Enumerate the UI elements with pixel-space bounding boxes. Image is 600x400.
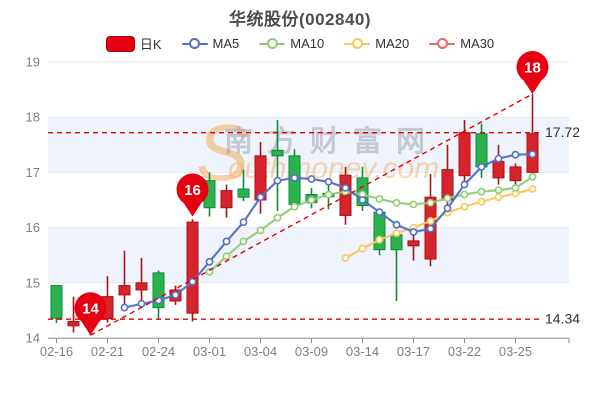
y-axis-label: 18 — [26, 110, 40, 125]
y-axis-label: 14 — [26, 331, 40, 346]
ref-label-17.72: 17.72 — [545, 124, 580, 140]
candle-03-07 — [271, 119, 284, 212]
watermark-cn: 南方财富网 — [224, 124, 439, 158]
legend-label: 日K — [139, 37, 162, 52]
ref-label-14.34: 14.34 — [545, 311, 580, 327]
candle-03-02 — [220, 184, 233, 218]
ma30-legend-line-icon — [429, 37, 456, 51]
marker-pin-14: 14 — [74, 292, 107, 336]
legend-item-ma10[interactable]: MA10 — [259, 36, 324, 51]
x-axis-label: 02-21 — [91, 344, 124, 359]
legend-item-ma20[interactable]: MA20 — [344, 36, 409, 51]
x-axis-label: 03-17 — [397, 344, 430, 359]
candle-02-16 — [50, 285, 63, 324]
y-axis-label: 15 — [26, 275, 40, 290]
x-axis-label: 03-04 — [244, 344, 277, 359]
legend-label: MA10 — [290, 36, 325, 51]
candle-02-22 — [118, 250, 131, 305]
candle-02-17 — [67, 296, 80, 333]
ma10-legend-line-icon — [259, 37, 286, 51]
x-axis-label: 02-24 — [142, 344, 175, 359]
candle-02-28 — [186, 219, 199, 322]
legend-item-ma5[interactable]: MA5 — [181, 36, 240, 51]
legend-item-ma30[interactable]: MA30 — [429, 36, 494, 51]
marker-pin-18: 18 — [516, 51, 549, 95]
ma5-legend-line-icon — [181, 37, 208, 51]
candle-03-17 — [407, 234, 420, 261]
legend-label: MA5 — [212, 36, 240, 51]
svg-text:14: 14 — [82, 301, 99, 318]
candle-02-23 — [135, 257, 148, 305]
x-axis-label: 02-16 — [40, 344, 73, 359]
svg-text:18: 18 — [524, 60, 541, 77]
x-axis-label: 03-25 — [499, 344, 532, 359]
y-axis-label: 16 — [26, 220, 40, 235]
marker-pin-16: 16 — [176, 173, 209, 217]
legend-label: MA20 — [375, 36, 410, 51]
legend-item-kline[interactable]: 日K — [105, 34, 162, 53]
split-band — [48, 227, 569, 283]
candle-03-03 — [237, 169, 250, 202]
svg-text:16: 16 — [184, 182, 201, 199]
y-axis-label: 17 — [26, 165, 40, 180]
chart-legend: 日K MA5 MA10 MA20 MA30 — [0, 34, 600, 53]
ma5-line — [120, 150, 537, 312]
y-axis-label: 19 — [26, 55, 40, 70]
x-axis-label: 03-01 — [193, 344, 226, 359]
candle-02-24 — [152, 270, 165, 319]
ma20-legend-line-icon — [344, 37, 371, 51]
chart-title: 华统股份(002840) — [228, 10, 372, 29]
trend-line — [90, 93, 533, 336]
legend-label: MA30 — [460, 36, 495, 51]
candle-03-28 — [526, 94, 539, 176]
x-axis-label: 03-22 — [448, 344, 481, 359]
kline-legend-swatch-icon — [105, 35, 135, 52]
ma10-line — [205, 172, 537, 276]
x-axis-label: 03-14 — [346, 344, 379, 359]
x-axis-label: 03-09 — [295, 344, 328, 359]
